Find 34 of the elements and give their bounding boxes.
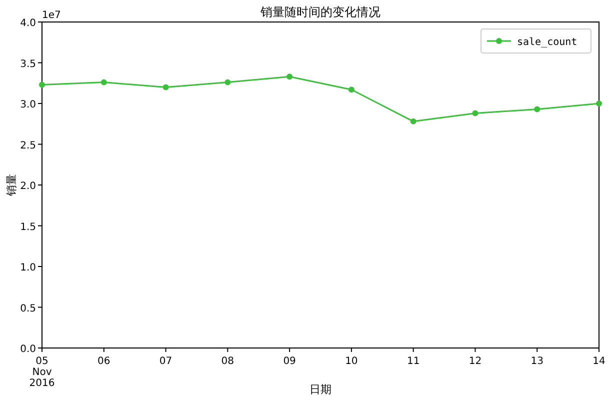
x-tick-label: 05 Nov 2016 — [29, 356, 55, 389]
y-tick-label: 1.0 — [20, 262, 36, 274]
point — [39, 82, 45, 88]
y-tick-label: 0.5 — [20, 303, 36, 314]
point — [596, 100, 602, 106]
y-tick-label: 4.0 — [20, 18, 36, 29]
legend-label: sale_count — [517, 37, 578, 48]
chart-title: 销量随时间的变化情况 — [260, 5, 380, 19]
point — [224, 79, 231, 86]
y-tick-label: 3.0 — [20, 100, 36, 110]
point — [286, 74, 293, 80]
x-tick-label: 09 — [283, 356, 296, 367]
y-tick-label: 1.5 — [20, 222, 36, 233]
y-tick-label: 3.5 — [20, 58, 36, 70]
y-tick-label: 2.0 — [20, 181, 36, 192]
point — [348, 86, 354, 93]
y-tick-label: 2.5 — [20, 140, 36, 152]
x-tick-label: 08 — [221, 356, 234, 367]
y-axis-title: 销量 — [5, 174, 18, 197]
point — [100, 79, 107, 86]
point — [162, 84, 169, 90]
x-tick-label: 12 — [468, 356, 482, 367]
text: 1e7 — [42, 10, 61, 21]
x-tick-label: 13 — [530, 356, 544, 367]
x-tick-label: 14 — [592, 356, 606, 367]
point — [410, 118, 416, 124]
x-tick-label: 06 — [98, 356, 110, 367]
point — [534, 106, 540, 112]
x-tick-label: 07 — [159, 356, 172, 367]
point — [472, 110, 478, 116]
x-tick-label: 11 — [406, 356, 420, 367]
x-axis-title: 日期 — [310, 383, 332, 396]
x-tick-label: 10 — [345, 356, 358, 367]
y-tick-label: 0.0 — [20, 344, 36, 355]
